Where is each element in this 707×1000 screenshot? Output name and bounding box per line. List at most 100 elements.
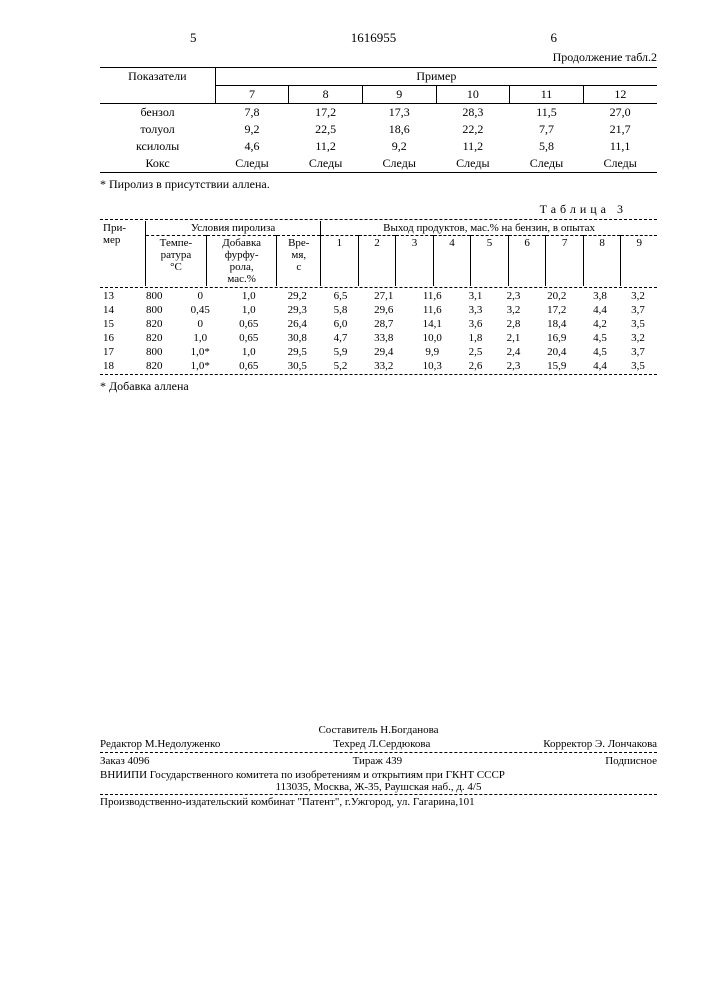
footer-redaktor: Редактор М.Недолуженко <box>100 738 220 750</box>
t2-cell: 17,2 <box>289 104 363 122</box>
t2-cell: 11,1 <box>583 138 657 155</box>
t3-out-col: 9 <box>621 236 657 287</box>
t2-cell: Следы <box>510 155 584 173</box>
t2-cell: Следы <box>583 155 657 173</box>
table2-footnote: * Пиролиз в присутствии аллена. <box>100 177 657 192</box>
t3-cell: 20,2 <box>532 289 581 303</box>
header-numbers: 5 1616955 6 <box>100 30 657 46</box>
t3-cell: 4,7 <box>322 331 360 345</box>
t3-cell: 0,65 <box>224 331 273 345</box>
table2-continuation-label: Продолжение табл.2 <box>100 50 657 65</box>
t3-cell: 800 <box>133 289 176 303</box>
t3-cell: 14 <box>100 303 133 317</box>
t3-cell: 16,9 <box>532 331 581 345</box>
t3-cell: 29,2 <box>273 289 322 303</box>
t3-cell: 3,5 <box>619 317 657 331</box>
t3-hdr-vyhod: Выход продуктов, мас.% на бензин, в опыт… <box>321 221 657 236</box>
t2-cell: 28,3 <box>436 104 510 122</box>
t3-cell: 28,7 <box>359 317 408 331</box>
t3-cell: 1,0* <box>176 359 225 373</box>
t3-cell: 27,1 <box>359 289 408 303</box>
t3-cell: 2,3 <box>494 359 532 373</box>
t3-cell: 29,6 <box>359 303 408 317</box>
t3-out-col: 6 <box>508 236 546 287</box>
footer-zakaz: Заказ 4096 <box>100 755 150 767</box>
t3-cell: 820 <box>133 331 176 345</box>
t2-cell: 11,2 <box>289 138 363 155</box>
t2-label: толуол <box>100 121 215 138</box>
t3-cell: 15 <box>100 317 133 331</box>
t3-hdr-vremya: Вре- мя, с <box>277 236 321 287</box>
t3-cell: 3,5 <box>619 359 657 373</box>
t3-cell: 15,9 <box>532 359 581 373</box>
t3-cell: 3,7 <box>619 345 657 359</box>
t3-cell: 4,4 <box>581 359 619 373</box>
t2-col-9: 9 <box>362 86 436 104</box>
footer-tirazh: Тираж 439 <box>353 755 403 767</box>
t2-cell: 9,2 <box>362 138 436 155</box>
t3-cell: 16 <box>100 331 133 345</box>
page-col-6: 6 <box>551 30 558 46</box>
t3-hdr-temp: Темпе- ратура °С <box>145 236 206 287</box>
t3-cell: 3,2 <box>619 331 657 345</box>
t3-cell: 5,2 <box>322 359 360 373</box>
t3-cell: 3,2 <box>494 303 532 317</box>
t3-cell: 0,45 <box>176 303 225 317</box>
t3-hdr-dobavka: Добавка фурфу- рола, мас.% <box>206 236 276 287</box>
t2-cell: 4,6 <box>215 138 289 155</box>
t3-cell: 29,5 <box>273 345 322 359</box>
t3-cell: 4,2 <box>581 317 619 331</box>
t2-cell: 21,7 <box>583 121 657 138</box>
t2-col-8: 8 <box>289 86 363 104</box>
t2-cell: 11,2 <box>436 138 510 155</box>
t3-cell: 18,4 <box>532 317 581 331</box>
t2-col-11: 11 <box>510 86 584 104</box>
t3-cell: 3,8 <box>581 289 619 303</box>
footer-addr: 113035, Москва, Ж-35, Раушская наб., д. … <box>100 781 657 793</box>
t3-cell: 1,0 <box>176 331 225 345</box>
t3-cell: 33,8 <box>359 331 408 345</box>
t3-row: 1380001,029,26,527,111,63,12,320,23,83,2 <box>100 289 657 303</box>
t2-cell: Следы <box>362 155 436 173</box>
t3-hdr-primer: При- мер <box>100 221 145 286</box>
t2-cell: 27,0 <box>583 104 657 122</box>
t3-cell: 10,0 <box>408 331 457 345</box>
t3-cell: 29,4 <box>359 345 408 359</box>
t2-cell: 7,8 <box>215 104 289 122</box>
t3-cell: 11,6 <box>408 303 457 317</box>
table-3: При- мер Условия пиролиза Выход продукто… <box>100 221 657 286</box>
t3-cell: 3,2 <box>619 289 657 303</box>
t3-hdr-usloviya: Условия пиролиза <box>145 221 320 236</box>
t2-cell: 5,8 <box>510 138 584 155</box>
t3-row: 178001,0*1,029,55,929,49,92,52,420,44,53… <box>100 345 657 359</box>
t3-cell: 9,9 <box>408 345 457 359</box>
t3-cell: 6,5 <box>322 289 360 303</box>
t3-cell: 33,2 <box>359 359 408 373</box>
t3-cell: 2,1 <box>494 331 532 345</box>
t3-out-col: 3 <box>396 236 434 287</box>
t3-cell: 11,6 <box>408 289 457 303</box>
t2-cell: 22,2 <box>436 121 510 138</box>
t2-label: бензол <box>100 104 215 122</box>
t3-cell: 3,7 <box>619 303 657 317</box>
t3-cell: 0 <box>176 317 225 331</box>
t3-cell: 2,5 <box>457 345 495 359</box>
footer-podpisnoe: Подписное <box>605 755 657 767</box>
t3-cell: 820 <box>133 317 176 331</box>
dash-divider <box>100 794 657 795</box>
t2-row-toluol: толуол 9,2 22,5 18,6 22,2 7,7 21,7 <box>100 121 657 138</box>
t3-out-col: 2 <box>358 236 396 287</box>
t2-label: ксилолы <box>100 138 215 155</box>
t3-out-col: 4 <box>433 236 471 287</box>
page-col-5: 5 <box>190 30 197 46</box>
t3-cell: 3,3 <box>457 303 495 317</box>
document-number: 1616955 <box>351 30 397 46</box>
footer-prod: Производственно-издательский комбинат "П… <box>100 796 657 808</box>
t3-cell: 5,8 <box>322 303 360 317</box>
t3-row: 148000,451,029,35,829,611,63,33,217,24,4… <box>100 303 657 317</box>
t2-col-12: 12 <box>583 86 657 104</box>
t2-cell: 17,3 <box>362 104 436 122</box>
t3-cell: 3,6 <box>457 317 495 331</box>
t3-out-col: 7 <box>546 236 584 287</box>
t3-out-col: 1 <box>321 236 359 287</box>
